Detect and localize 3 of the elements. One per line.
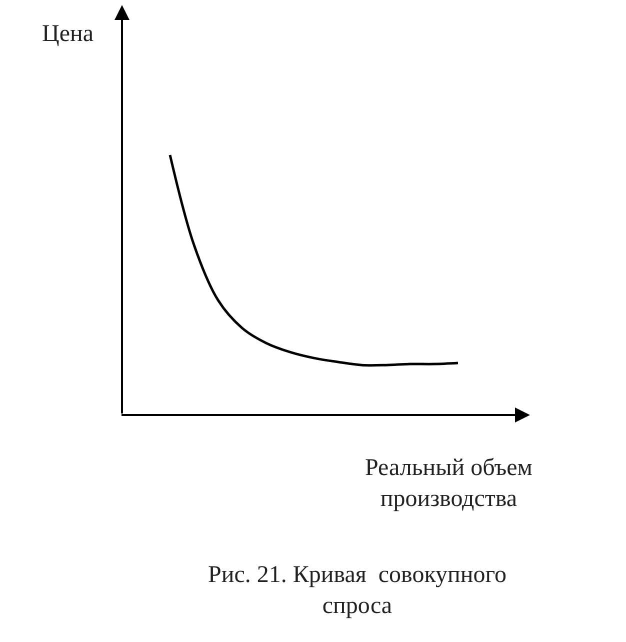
- text: Реальный объем производства: [365, 455, 532, 512]
- text: Рис. 21. Кривая совокупного спроса: [208, 562, 506, 620]
- text: Цена: [42, 21, 94, 47]
